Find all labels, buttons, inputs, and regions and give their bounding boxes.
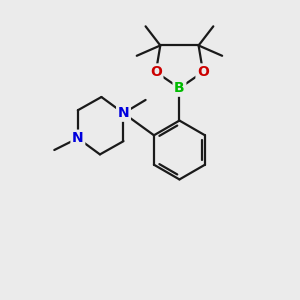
Text: N: N bbox=[118, 106, 129, 120]
Text: N: N bbox=[72, 131, 84, 145]
Text: O: O bbox=[197, 65, 209, 79]
Text: B: B bbox=[174, 81, 185, 95]
Text: O: O bbox=[150, 65, 162, 79]
